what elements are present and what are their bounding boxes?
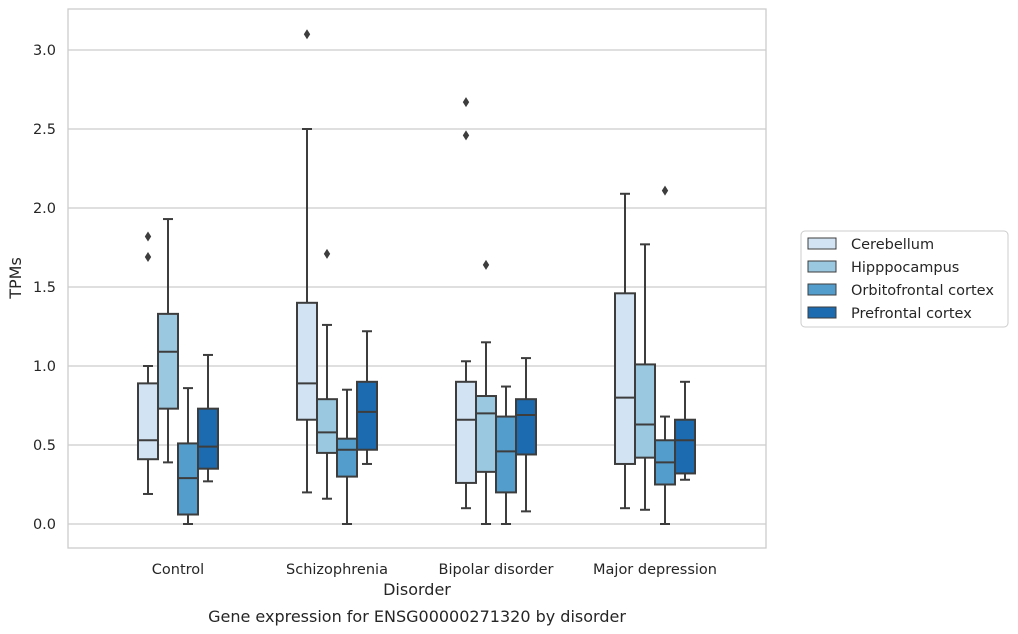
outlier-point (462, 130, 470, 141)
x-tick-label: Schizophrenia (286, 562, 388, 578)
legend-frame (800, 230, 1009, 328)
plot-frame (67, 8, 767, 549)
box-iqr (634, 363, 656, 459)
box-iqr (674, 418, 696, 475)
box-iqr (475, 395, 497, 473)
box-iqr (197, 407, 219, 470)
box-prefrontal-cortex (515, 357, 537, 513)
legend-label: Cerebellum (851, 237, 934, 253)
legend-label: Hipppocampus (851, 260, 959, 276)
box-iqr (356, 380, 378, 451)
y-tick-label: 0.5 (33, 438, 56, 454)
box-iqr (495, 415, 517, 494)
x-axis-label: Disorder (383, 580, 451, 599)
outlier-point (144, 251, 152, 262)
box-cerebellum (296, 29, 318, 494)
box-cerebellum (455, 97, 477, 510)
outlier-point (323, 248, 331, 259)
outlier-point (661, 185, 669, 196)
outlier-point (462, 97, 470, 108)
y-tick-label: 3.0 (33, 43, 56, 59)
outlier-point (144, 231, 152, 242)
box-iqr (455, 380, 477, 484)
box-hipppocampus (634, 243, 656, 511)
y-tick-label: 1.5 (33, 280, 56, 296)
y-tick-label: 1.0 (33, 359, 56, 375)
legend-label: Orbitofrontal cortex (851, 283, 994, 299)
box-iqr (296, 301, 318, 421)
legend-swatch (807, 237, 837, 250)
x-tick-label: Control (152, 562, 204, 578)
legend-swatch (807, 306, 837, 319)
box-orbitofrontal-cortex (495, 385, 517, 525)
box-hipppocampus (475, 259, 497, 525)
box-orbitofrontal-cortex (177, 387, 199, 525)
box-iqr (137, 382, 159, 461)
y-axis-label: TPMs (6, 257, 25, 300)
chart-caption: Gene expression for ENSG00000271320 by d… (208, 607, 626, 626)
box-prefrontal-cortex (674, 380, 696, 481)
y-tick-label: 0.0 (33, 517, 56, 533)
legend-label: Prefrontal cortex (851, 306, 972, 322)
y-tick-label: 2.0 (33, 201, 56, 217)
box-iqr (336, 437, 358, 478)
box-prefrontal-cortex (356, 330, 378, 465)
x-tick-label: Major depression (593, 562, 717, 578)
box-orbitofrontal-cortex (336, 388, 358, 525)
box-orbitofrontal-cortex (654, 185, 676, 525)
legend-swatch (807, 283, 837, 296)
outlier-point (482, 259, 490, 270)
box-iqr (316, 398, 338, 454)
box-cerebellum (137, 231, 159, 495)
box-iqr (157, 312, 179, 410)
box-iqr (614, 292, 636, 465)
y-tick-label: 2.5 (33, 122, 56, 138)
box-hipppocampus (157, 218, 179, 464)
y-tick-labels: 0.0 0.5 1.0 1.5 2.0 2.5 3.0 (33, 43, 56, 533)
box-iqr (515, 398, 537, 456)
x-tick-labels: Control Schizophrenia Bipolar disorder Majo… (152, 562, 717, 578)
legend-swatch (807, 260, 837, 273)
box-plot-series (137, 29, 696, 525)
box-prefrontal-cortex (197, 353, 219, 483)
x-tick-label: Bipolar disorder (439, 562, 554, 578)
box-hipppocampus (316, 248, 338, 500)
outlier-point (303, 29, 311, 40)
legend: Cerebellum Hipppocampus Orbitofrontal cort… (800, 230, 1009, 328)
box-cerebellum (614, 192, 636, 510)
